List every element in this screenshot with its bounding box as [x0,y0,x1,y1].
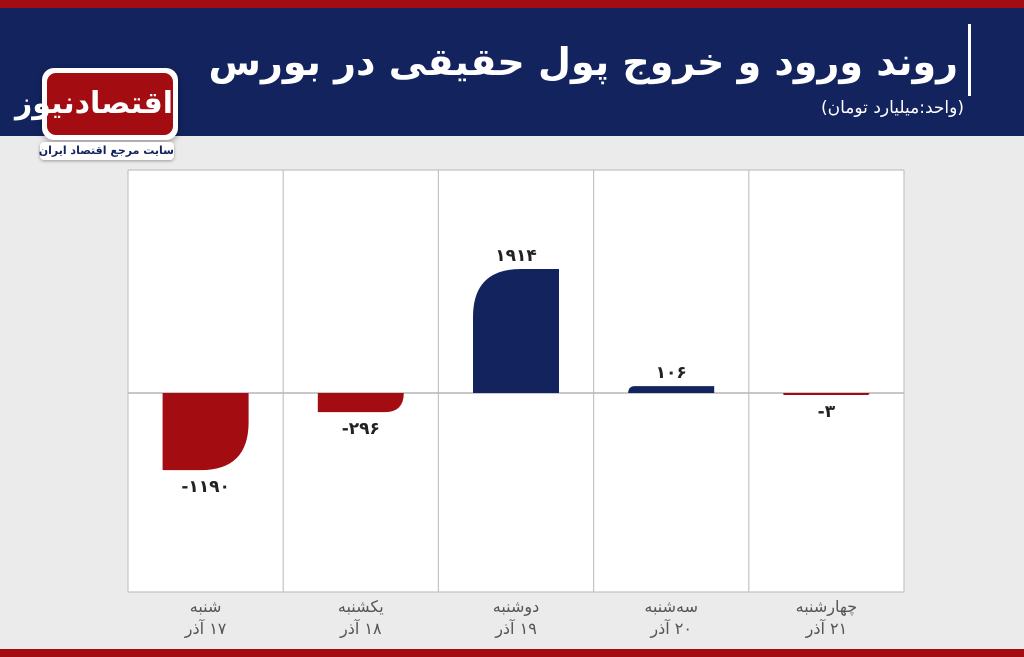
bar [783,393,870,395]
title-divider [968,24,971,96]
bar [628,386,715,393]
x-tick-day: چهارشنبه [796,597,858,617]
brand-tagline: سایت مرجع اقتصاد ایران [39,142,174,160]
brand-logo-text: اقتصادنیوز [15,73,173,135]
x-tick-day: یکشنبه [338,597,384,616]
bottom-accent-stripe [0,649,1024,657]
top-accent-stripe [0,0,1024,8]
x-tick-day: سه‌شنبه [644,597,698,616]
x-tick-day: دوشنبه [493,597,540,617]
brand-logo: اقتصادنیوز [15,68,178,140]
x-tick-date: ۱۸ آذر [339,619,382,639]
x-tick-date: ۲۱ آذر [805,619,848,639]
x-tick-day: شنبه [190,597,222,616]
bar [473,269,559,393]
x-tick-date: ۱۷ آذر [184,619,227,639]
bar-value-label: ۱۹۱۴ [495,246,537,266]
unit-label: (واحد:میلیارد تومان) [821,98,964,118]
chart-title: روند ورود و خروج پول حقیقی در بورس [208,40,958,84]
bar-value-label: ۱۰۶ [656,363,687,383]
x-tick-date: ۲۰ آذر [649,619,692,639]
x-tick-date: ۱۹ آذر [494,619,537,639]
bar-value-label: -۱۱۹۰ [181,477,230,497]
bar [162,393,249,471]
bar-value-label: -۲۹۶ [342,419,380,439]
bar [317,393,404,413]
bar-value-label: -۳ [818,402,836,422]
